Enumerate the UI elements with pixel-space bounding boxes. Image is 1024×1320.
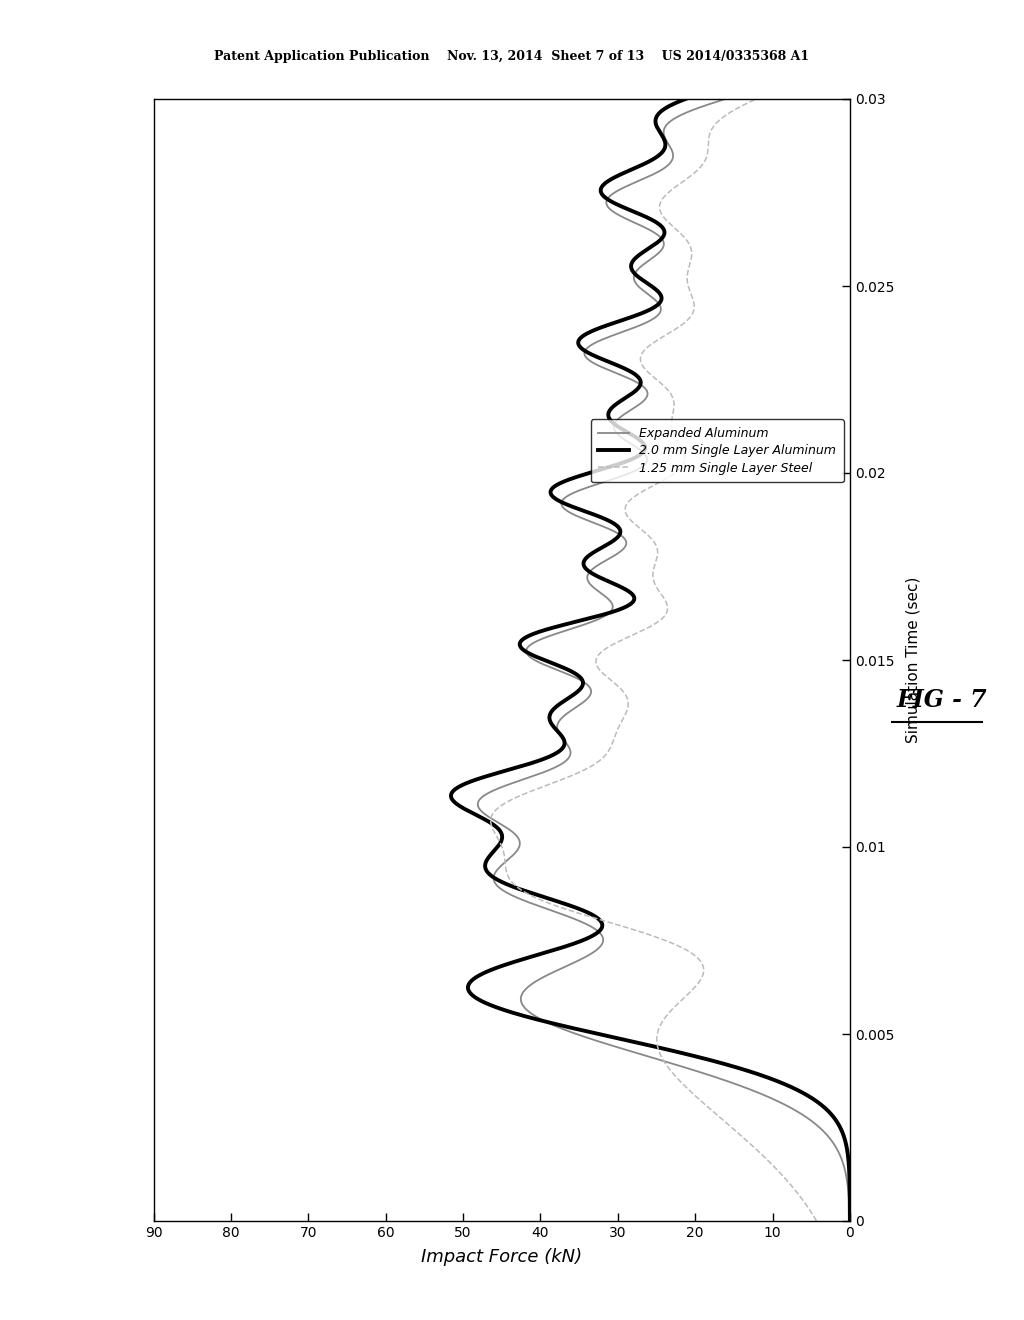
Y-axis label: Simulation Time (sec): Simulation Time (sec): [905, 577, 921, 743]
Legend: Expanded Aluminum, 2.0 mm Single Layer Aluminum, 1.25 mm Single Layer Steel: Expanded Aluminum, 2.0 mm Single Layer A…: [591, 420, 844, 482]
X-axis label: Impact Force (kN): Impact Force (kN): [421, 1249, 583, 1266]
Text: FIG - 7: FIG - 7: [897, 688, 987, 711]
Text: Patent Application Publication    Nov. 13, 2014  Sheet 7 of 13    US 2014/033536: Patent Application Publication Nov. 13, …: [214, 50, 810, 63]
